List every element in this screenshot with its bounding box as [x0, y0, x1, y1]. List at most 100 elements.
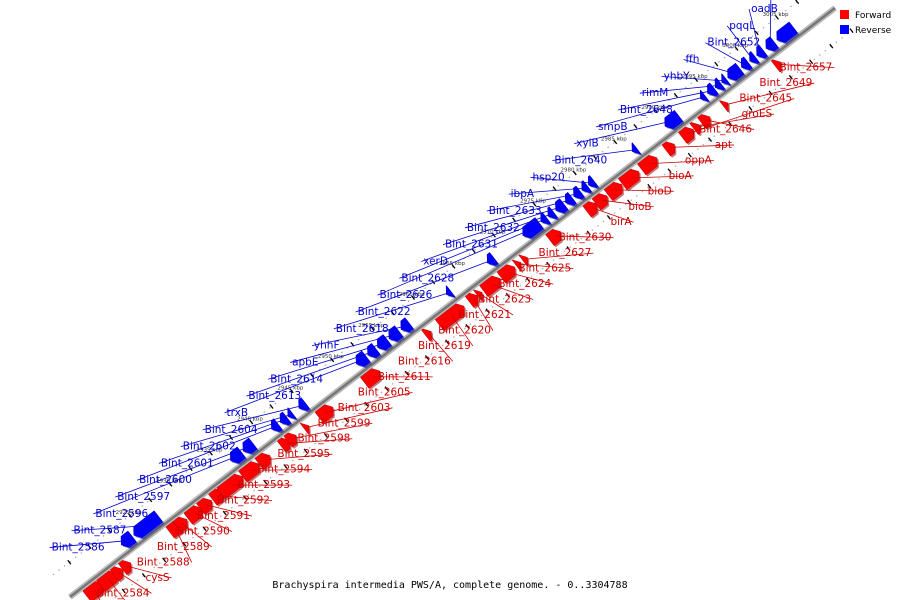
- track-tick: [127, 513, 133, 518]
- label-leader-line: [591, 207, 634, 223]
- reverse-gene: [270, 418, 283, 432]
- gene-label: Bint_2649: [759, 77, 812, 89]
- forward-gene: [678, 126, 695, 144]
- track-tick: [572, 170, 577, 176]
- label-leader-line: [687, 98, 795, 135]
- kbp-tick-label: 2940 kbp: [237, 416, 263, 422]
- gene-label: apbE: [292, 356, 318, 368]
- label-leader-line: [264, 453, 333, 461]
- forward-gene: [299, 422, 310, 435]
- track-tick: [87, 544, 92, 550]
- gene-label: Bint_2616: [398, 355, 451, 367]
- label-leader-line: [399, 219, 544, 279]
- forward-gene: [183, 505, 203, 525]
- gene-label: Bint_2633: [489, 205, 542, 217]
- label-leader-line: [451, 315, 474, 347]
- track-tick: [586, 230, 591, 236]
- kbp-tick-label: 2945 kbp: [277, 385, 303, 391]
- track-tick: [269, 404, 274, 409]
- gene-label: Bint_2621: [458, 309, 511, 321]
- track-tick: [627, 199, 632, 205]
- forward-genes: [82, 59, 783, 600]
- label-leader-line: [574, 120, 672, 145]
- gene-label: Bint_2618: [336, 323, 389, 335]
- forward-gene: [511, 259, 522, 272]
- forward-gene: [196, 497, 213, 515]
- gene-label: birA: [610, 216, 632, 228]
- label-leader-line: [525, 252, 594, 260]
- track-tick: [249, 419, 254, 425]
- track-tick: [445, 339, 450, 345]
- track-tick: [162, 557, 167, 563]
- gene-label: hsp20: [533, 171, 565, 183]
- forward-gene: [117, 560, 132, 576]
- label-leader-line: [289, 334, 395, 363]
- gene-label: cysS: [145, 572, 169, 584]
- label-leader-line: [726, 25, 753, 60]
- reverse-gene: [547, 206, 559, 220]
- gene-label: Bint_2595: [277, 448, 330, 460]
- track-tick: [465, 323, 470, 329]
- track-tick: [471, 248, 476, 254]
- reverse-gene: [714, 77, 726, 91]
- label-leader-line: [601, 199, 654, 208]
- reverse-genes: [120, 21, 800, 549]
- gene-label: Bint_2592: [217, 495, 270, 507]
- legend-reverse-swatch: [840, 25, 849, 34]
- track-tick: [829, 43, 834, 49]
- track-tick: [795, 0, 800, 5]
- gene-label: xerD: [423, 255, 448, 267]
- gene-label: Bint_2594: [257, 464, 310, 476]
- track-tick: [364, 401, 369, 407]
- track-tick: [809, 59, 814, 65]
- gene-label: apt: [715, 139, 732, 151]
- track-tick: [303, 448, 308, 454]
- forward-gene: [496, 264, 516, 284]
- reverse-gene: [555, 198, 569, 214]
- gene-label: Bint_2603: [338, 402, 391, 414]
- forward-gene: [617, 168, 640, 191]
- track-tick: [768, 90, 773, 96]
- forward-gene: [603, 181, 623, 202]
- label-leader-line: [428, 333, 454, 362]
- label-leader-line: [696, 113, 775, 128]
- track-tick: [451, 264, 456, 269]
- track-tick: [653, 108, 658, 114]
- forward-gene: [172, 516, 188, 533]
- track-tick: [714, 61, 719, 67]
- forward-gene: [283, 432, 297, 448]
- kbp-tick-label: 2925 kbp: [116, 510, 142, 516]
- forward-gene: [216, 473, 244, 500]
- kbp-tick-label: 2980 kbp: [560, 167, 586, 173]
- track-tick: [485, 308, 490, 314]
- label-leader-line: [333, 292, 449, 330]
- reverse-gene: [486, 252, 499, 266]
- gene-label: Bint_2611: [378, 371, 431, 383]
- track-tick: [424, 355, 430, 360]
- forward-gene: [421, 328, 432, 342]
- track-tick: [222, 510, 227, 516]
- gene-label: Bint_2640: [554, 154, 607, 166]
- kbp-tick-label: 2960 kbp: [399, 292, 425, 298]
- reverse-gene: [727, 62, 745, 81]
- gene-label: Bint_2614: [270, 373, 323, 385]
- reverse-gene: [664, 109, 684, 130]
- label-leader-line: [175, 528, 193, 563]
- forward-gene: [479, 275, 501, 297]
- forward-gene: [238, 461, 260, 483]
- track-tick: [410, 295, 416, 300]
- track-tick: [404, 370, 409, 376]
- kbp-tick-label: 2975 kbp: [520, 199, 546, 205]
- label-leader-line: [136, 426, 275, 481]
- gene-label: bioD: [648, 185, 672, 197]
- forward-gene: [434, 303, 465, 332]
- gene-label: Bint_2622: [358, 306, 411, 318]
- gene-label: ibpA: [511, 188, 535, 200]
- label-leader-line: [705, 42, 745, 66]
- reverse-gene: [631, 142, 642, 155]
- kbp-ticks: 2925 kbp 2930 kbp 2935 kbp 2940 kbp 2945 kbp…: [116, 12, 789, 516]
- track-tick: [182, 541, 187, 547]
- gene-label: bioA: [669, 170, 693, 182]
- gene-label: smpB: [598, 121, 628, 133]
- forward-gene: [464, 292, 479, 308]
